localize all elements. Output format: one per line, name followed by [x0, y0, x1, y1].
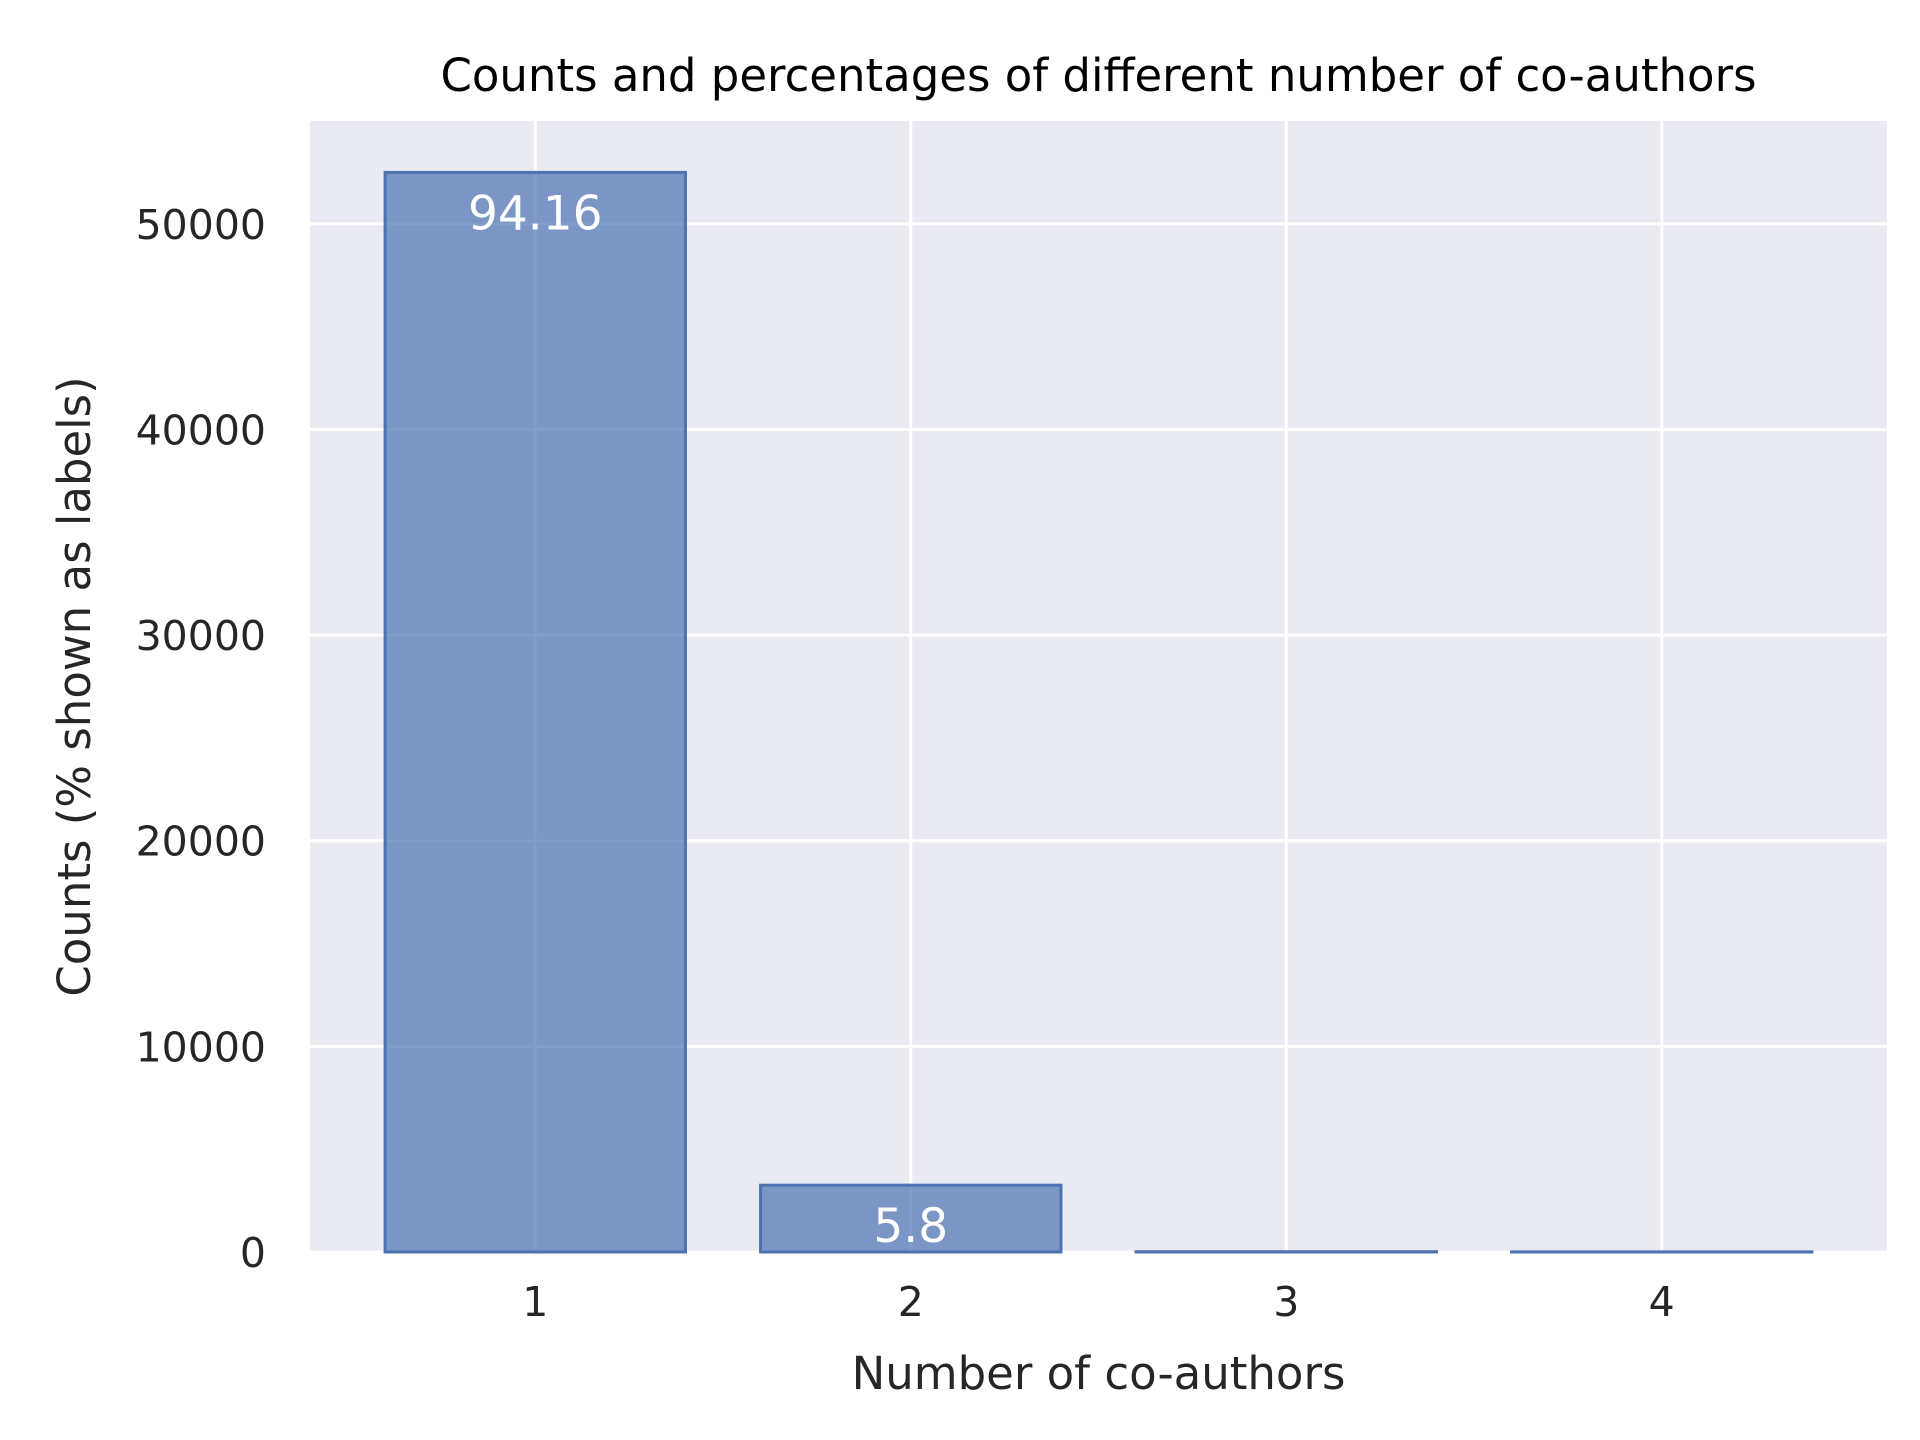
x-tick-label: 2	[898, 1278, 924, 1326]
x-tick-label: 1	[522, 1278, 548, 1326]
y-axis-title: Counts (% shown as labels)	[48, 376, 101, 996]
bars	[383, 170, 1814, 1254]
chart-title: Counts and percentages of different numb…	[440, 49, 1756, 102]
y-tick-label: 50000	[136, 201, 266, 249]
x-axis-title: Number of co-authors	[852, 1347, 1346, 1400]
bar-labels: 94.16 5.8	[468, 186, 948, 1254]
x-tick-label: 4	[1649, 1278, 1675, 1326]
bar	[383, 170, 687, 1254]
y-tick-label: 10000	[136, 1023, 266, 1071]
y-tick-label: 20000	[136, 818, 266, 866]
x-axis-ticks: 1 2 3 4	[522, 1278, 1675, 1326]
bar-value-label: 5.8	[873, 1199, 948, 1254]
x-tick-label: 3	[1273, 1278, 1299, 1326]
y-axis-ticks: 0 10000 20000 30000 40000 50000	[136, 201, 266, 1277]
bar	[759, 1183, 1063, 1254]
y-tick-label: 30000	[136, 612, 266, 660]
y-tick-label: 0	[240, 1229, 266, 1277]
bar-value-label: 94.16	[468, 186, 603, 241]
y-tick-label: 40000	[136, 406, 266, 454]
